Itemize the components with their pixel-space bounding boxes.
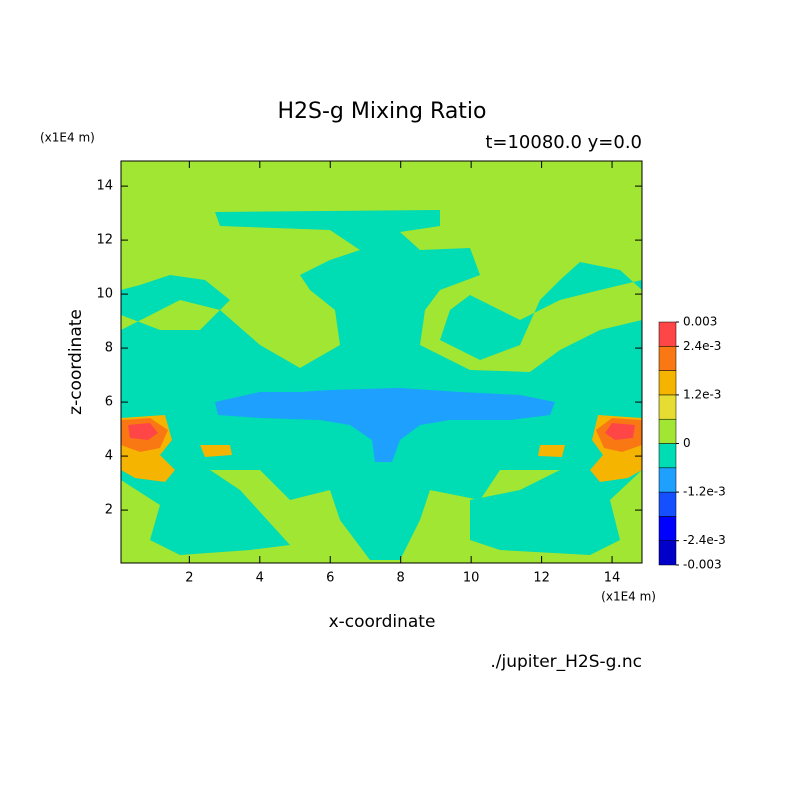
colorbar-label: -2.4e-3 xyxy=(683,533,726,547)
warm-spots xyxy=(121,415,642,482)
y-tick-label: 2 xyxy=(105,503,113,518)
y-tick-label: 12 xyxy=(96,233,113,248)
y-tick-label: 8 xyxy=(105,341,113,356)
plot-frame xyxy=(120,160,643,564)
y-axis-label: z-coordinate xyxy=(66,309,86,415)
colorbar-segment xyxy=(658,321,677,347)
file-name: ./jupiter_H2S-g.nc xyxy=(490,652,642,672)
colorbar-segment xyxy=(658,394,677,420)
x-tick-label: 12 xyxy=(533,571,550,586)
y-tick-label: 14 xyxy=(96,179,113,194)
colorbar-segment xyxy=(658,346,677,371)
x-tick-label: 4 xyxy=(256,571,264,586)
x-unit: (x1E4 m) xyxy=(601,590,656,604)
colorbar-label: -1.2e-3 xyxy=(683,485,726,499)
x-axis-label: x-coordinate xyxy=(329,612,436,632)
x-tick-label: 6 xyxy=(326,571,334,586)
colorbar-segment xyxy=(658,443,677,469)
contour-field xyxy=(121,161,642,563)
x-tick-label: 8 xyxy=(397,571,405,586)
blue-regions xyxy=(215,388,555,462)
y-tick-label: 4 xyxy=(105,449,113,464)
y-unit: (x1E4 m) xyxy=(40,131,95,145)
colorbar-segment xyxy=(658,418,677,444)
colorbar-segment xyxy=(658,516,677,541)
x-tick-label: 14 xyxy=(604,571,621,586)
y-tick-label: 10 xyxy=(96,287,113,302)
x-tick-label: 2 xyxy=(185,571,193,586)
colorbar-segment xyxy=(658,467,677,493)
colorbar-segment xyxy=(658,540,677,566)
colorbar-segment xyxy=(658,370,677,396)
colorbar-label: 2.4e-3 xyxy=(683,339,721,353)
y-tick-label: 6 xyxy=(105,395,113,410)
colorbar-segment xyxy=(658,491,677,517)
colorbar-label: 1.2e-3 xyxy=(683,387,721,401)
x-tick-label: 10 xyxy=(463,571,480,586)
colorbar-label: -0.003 xyxy=(683,558,722,572)
colorbar-label: 0 xyxy=(683,436,691,450)
colorbar-label: 0.003 xyxy=(683,315,717,329)
chart-subtitle: t=10080.0 y=0.0 xyxy=(485,132,642,153)
chart-title: H2S-g Mixing Ratio xyxy=(277,99,486,124)
